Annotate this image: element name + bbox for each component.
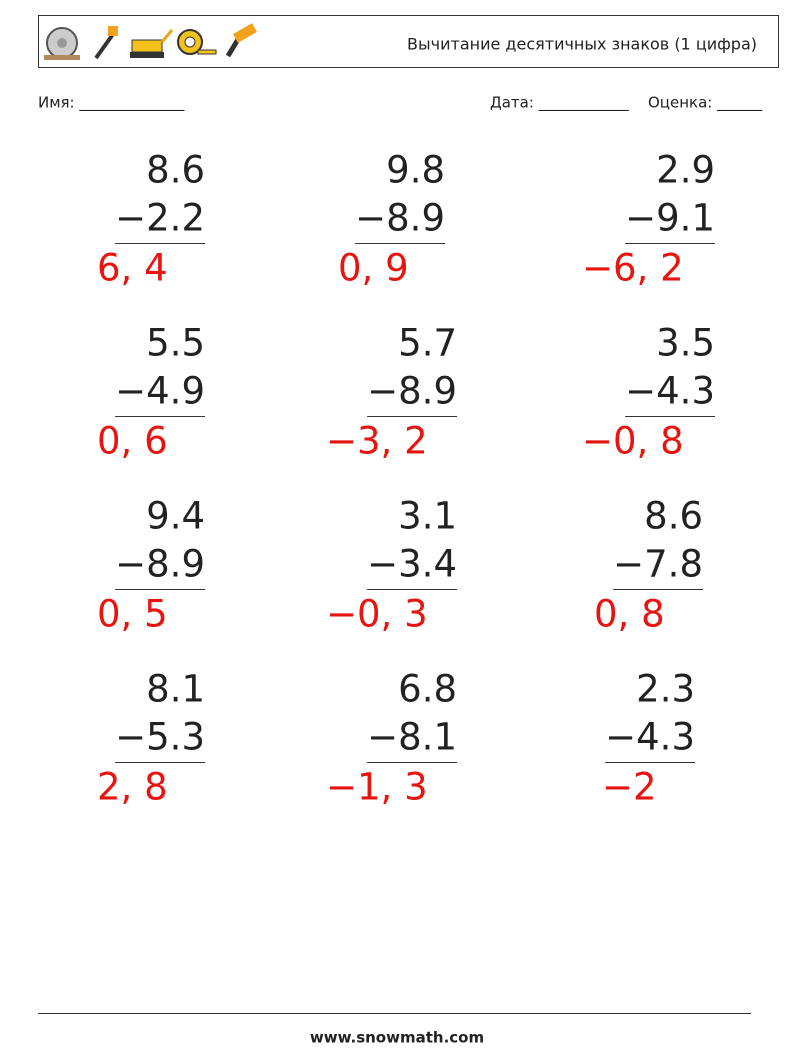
- header-box: [38, 15, 779, 68]
- minuend: 3.5: [656, 322, 715, 365]
- subtrahend: −8.9: [355, 197, 445, 240]
- answer: −2: [602, 766, 657, 809]
- answer: −3, 2: [326, 420, 428, 463]
- answer: 2, 8: [97, 766, 168, 809]
- subtrahend: −4.3: [605, 716, 695, 759]
- minuend: 8.6: [644, 495, 703, 538]
- minuend: 5.5: [146, 322, 205, 365]
- date-field: Дата: ____________: [490, 94, 629, 113]
- subtrahend: −4.3: [625, 370, 715, 413]
- name-field: Имя: ______________: [38, 94, 185, 113]
- answer: 0, 6: [97, 420, 168, 463]
- subtrahend: −5.3: [115, 716, 205, 759]
- answer: −0, 3: [326, 593, 428, 636]
- minuend: 3.1: [398, 495, 457, 538]
- minuend: 9.4: [146, 495, 205, 538]
- subtrahend: −7.8: [613, 543, 703, 586]
- title: Вычитание десятичных знаков (1 цифра): [407, 35, 757, 54]
- footer-url: www.snowmath.com: [310, 1029, 484, 1047]
- minuend: 5.7: [398, 322, 457, 365]
- answer: 0, 9: [338, 247, 409, 290]
- answer: 6, 4: [97, 247, 168, 290]
- minuend: 6.8: [398, 668, 457, 711]
- minuend: 8.1: [146, 668, 205, 711]
- answer: 0, 8: [594, 593, 665, 636]
- answer: −6, 2: [582, 247, 684, 290]
- answer: −0, 8: [582, 420, 684, 463]
- subtrahend: −9.1: [625, 197, 715, 240]
- minuend: 2.9: [656, 149, 715, 192]
- minuend: 9.8: [386, 149, 445, 192]
- answer: 0, 5: [97, 593, 168, 636]
- grade-field: Оценка: ______: [648, 94, 763, 113]
- subtrahend: −8.9: [115, 543, 205, 586]
- subtrahend: −4.9: [115, 370, 205, 413]
- minuend: 2.3: [636, 668, 695, 711]
- minuend: 8.6: [146, 149, 205, 192]
- answer: −1, 3: [326, 766, 428, 809]
- subtrahend: −8.9: [367, 370, 457, 413]
- subtrahend: −3.4: [367, 543, 457, 586]
- header-icons: [44, 23, 258, 60]
- subtrahend: −2.2: [115, 197, 205, 240]
- subtrahend: −8.1: [367, 716, 457, 759]
